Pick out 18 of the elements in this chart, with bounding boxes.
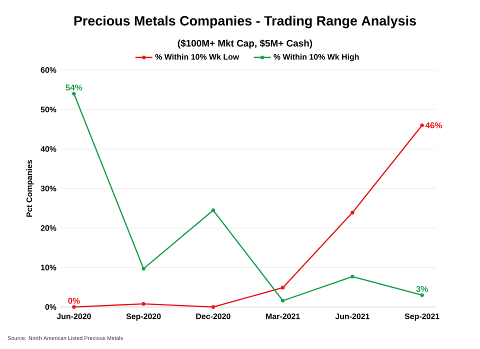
point [211,305,216,309]
point [350,274,354,278]
point [72,305,76,309]
point [280,286,285,290]
point [211,208,216,212]
point [72,92,76,96]
point [142,302,146,306]
data-label: 46% [425,122,442,128]
chart-title: Precious Metals Companies - Trading Range Analysis [74,16,416,28]
data-label: 3% [416,286,428,292]
point [350,210,354,214]
point [420,293,424,297]
chart-subtitle: ($100M+ Mkt Cap, $5M+ Cash) [178,40,312,48]
data-label: 0% [68,298,80,304]
point [420,123,424,128]
point [280,298,285,303]
data-label: 54% [66,84,82,90]
point [142,266,146,271]
